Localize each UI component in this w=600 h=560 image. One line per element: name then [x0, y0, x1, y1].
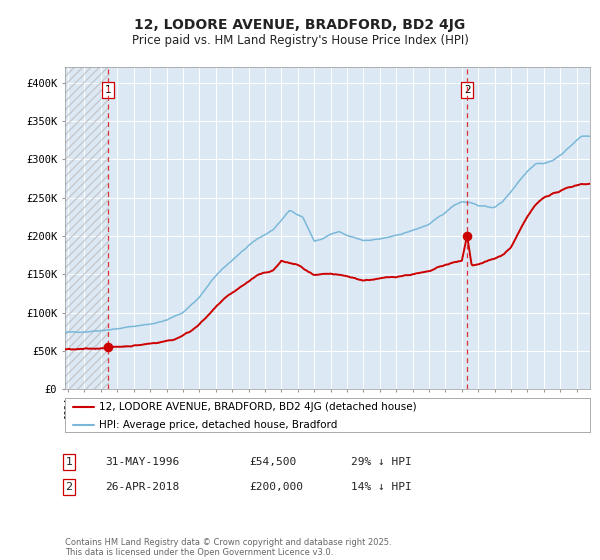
- Text: 12, LODORE AVENUE, BRADFORD, BD2 4JG: 12, LODORE AVENUE, BRADFORD, BD2 4JG: [134, 18, 466, 32]
- Bar: [65, 67, 109, 389]
- Text: 1: 1: [65, 457, 73, 467]
- Text: £54,500: £54,500: [249, 457, 296, 467]
- Text: 2: 2: [464, 85, 470, 95]
- Text: Price paid vs. HM Land Registry's House Price Index (HPI): Price paid vs. HM Land Registry's House …: [131, 34, 469, 46]
- Text: 26-APR-2018: 26-APR-2018: [105, 482, 179, 492]
- Point: [462, 231, 472, 240]
- Text: 31-MAY-1996: 31-MAY-1996: [105, 457, 179, 467]
- Text: 1: 1: [104, 85, 111, 95]
- Text: 12, LODORE AVENUE, BRADFORD, BD2 4JG (detached house): 12, LODORE AVENUE, BRADFORD, BD2 4JG (de…: [99, 402, 416, 412]
- Text: HPI: Average price, detached house, Bradford: HPI: Average price, detached house, Brad…: [99, 419, 337, 430]
- Text: 14% ↓ HPI: 14% ↓ HPI: [351, 482, 412, 492]
- Point: [103, 343, 113, 352]
- Text: 2: 2: [65, 482, 73, 492]
- Text: 29% ↓ HPI: 29% ↓ HPI: [351, 457, 412, 467]
- Text: £200,000: £200,000: [249, 482, 303, 492]
- Text: Contains HM Land Registry data © Crown copyright and database right 2025.
This d: Contains HM Land Registry data © Crown c…: [65, 538, 391, 557]
